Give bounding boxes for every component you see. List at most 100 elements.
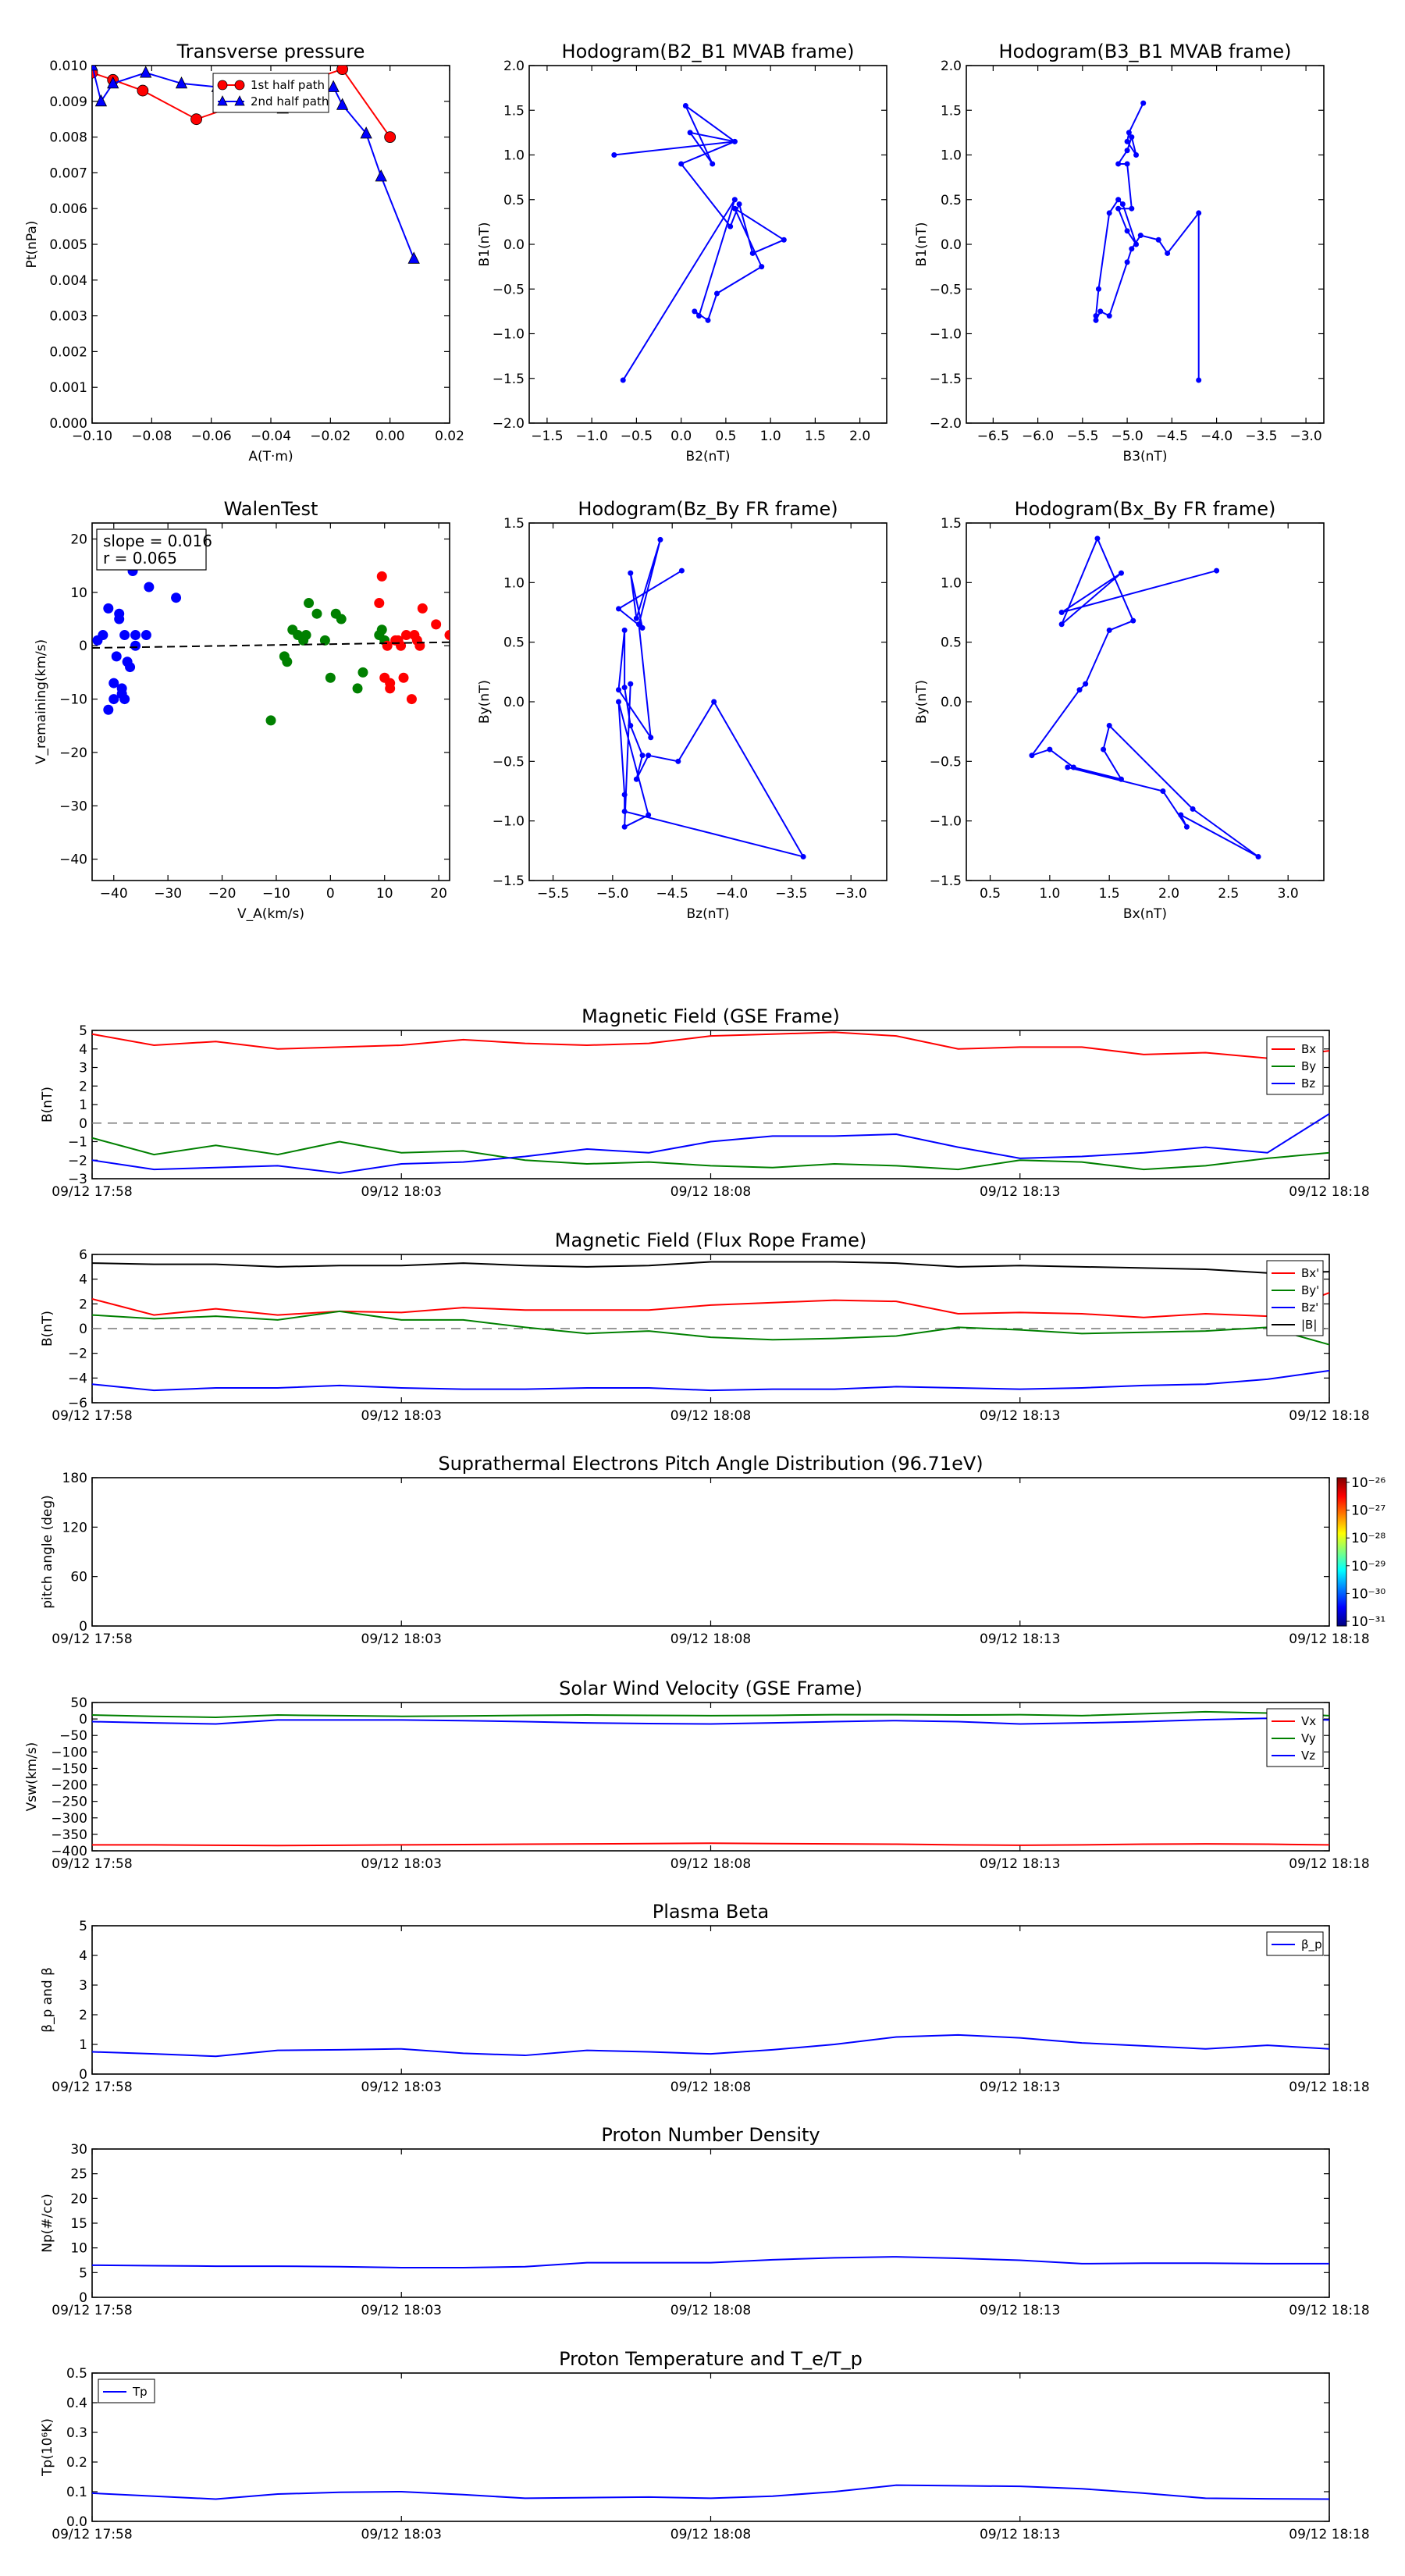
chart-title: WalenTest: [224, 498, 318, 520]
y-tick-label: −2: [68, 1153, 87, 1169]
legend-label: Vy: [1301, 1731, 1316, 1745]
scatter-point: [376, 624, 387, 635]
y-tick-label: 2: [79, 2008, 87, 2023]
y-tick-label: 10: [70, 585, 87, 601]
series-line-Bz: [91, 1113, 1330, 1174]
y-tick-label: 0.4: [66, 2396, 87, 2411]
x-axis-label: B2(nT): [686, 449, 731, 464]
scatter-point: [119, 630, 130, 641]
y-tick-label: 0.003: [49, 309, 87, 325]
scatter-point: [108, 694, 119, 705]
data-point: [639, 624, 646, 631]
data-point: [1124, 259, 1130, 265]
y-tick-label: 0.2: [66, 2455, 87, 2471]
legend: 1st half path 2nd half path: [212, 73, 329, 113]
x-tick-label: 09/12 17:58: [52, 1408, 132, 1424]
data-point: [621, 627, 628, 633]
legend-label: |B|: [1301, 1318, 1317, 1332]
y-axis-label: V_remaining(km/s): [34, 639, 49, 764]
y-tick-label: −3: [68, 1172, 87, 1187]
chart-h4: Hodogram(Bx_By FR frame) −1.5 −1.0 −0.5 0.0 0…: [914, 498, 1325, 922]
y-tick-label: 5: [79, 1023, 87, 1039]
x-tick-label: −4.5: [656, 886, 688, 902]
data-point: [621, 824, 628, 830]
x-tick-label: 10: [376, 886, 393, 902]
y-tick-label: −6: [68, 1396, 87, 1411]
x-tick-label: −10: [262, 886, 290, 902]
y-tick-label: 1.0: [941, 575, 962, 591]
x-tick-label: 09/12 18:03: [361, 1408, 442, 1424]
x-tick-label: −0.08: [131, 429, 172, 444]
y-tick-label: 6: [79, 1247, 87, 1263]
series-0: [1093, 100, 1202, 383]
series-line-β_p: [91, 2033, 1330, 2058]
x-axis-label: B3(nT): [1123, 449, 1168, 464]
data-point: [692, 308, 698, 315]
y-tick-label: 2.0: [941, 59, 962, 74]
chart-title: Solar Wind Velocity (GSE Frame): [559, 1678, 863, 1699]
y-tick-label: 0.008: [49, 130, 87, 146]
x-tick-label: 09/12 18:03: [361, 2303, 442, 2318]
plot-frame: [91, 1925, 1330, 2075]
y-tick-label: 0.006: [49, 201, 87, 217]
legend-marker: [217, 80, 228, 91]
scatter-point: [130, 640, 141, 651]
x-tick-label: 09/12 17:58: [52, 2527, 132, 2542]
plot-frame: [91, 2372, 1330, 2522]
data-point: [616, 606, 621, 612]
data-point: [713, 290, 720, 297]
data-point: [1106, 210, 1112, 216]
scatter-point: [125, 662, 136, 673]
data-point: [92, 66, 98, 71]
data-point: [1124, 148, 1130, 154]
data-point: [1196, 377, 1202, 383]
legend-label: Tp: [132, 2385, 148, 2399]
data-point: [781, 237, 787, 243]
data-point: [616, 687, 621, 693]
data-point: [1047, 746, 1053, 753]
scatter-points: [92, 566, 450, 726]
legend-box: [212, 73, 329, 113]
chart-title: Plasma Beta: [653, 1901, 769, 1923]
x-tick-label: −4.0: [716, 886, 748, 902]
y-tick-label: −0.5: [930, 754, 962, 770]
y-tick-label: 0.000: [49, 416, 87, 432]
y-tick-label: 0.5: [941, 635, 962, 651]
x-axis-label: Bx(nT): [1123, 906, 1167, 922]
data-point: [731, 138, 738, 144]
x-axis-label: V_A(km/s): [237, 906, 304, 922]
y-tick-label: −1.0: [930, 814, 962, 830]
chart-h1: Hodogram(B2_B1 MVAB frame) −2.0 −1.5 −1.0 −0…: [477, 41, 887, 464]
data-point: [1093, 317, 1099, 323]
y-tick-label: 0: [79, 639, 87, 654]
data-point: [1058, 621, 1065, 628]
y-tick-label: 2: [79, 1079, 87, 1094]
series-0: [611, 103, 787, 383]
scatter-point: [385, 683, 396, 694]
data-point: [710, 161, 716, 167]
data-point: [1255, 853, 1261, 859]
x-tick-label: 09/12 18:13: [980, 1408, 1060, 1424]
y-tick-label: 25: [70, 2167, 87, 2183]
chart-tp_temp: Proton Temperature and T_e/T_p 0.0 0.1 0.2 0…: [40, 2348, 1370, 2542]
x-tick-label: 2.5: [1218, 886, 1239, 902]
x-tick-label: 09/12 18:08: [670, 1184, 751, 1200]
x-tick-label: 2.0: [1158, 886, 1179, 902]
chart-title: Proton Number Density: [601, 2124, 820, 2146]
colorbar-label: 10⁻²⁹: [1351, 1559, 1385, 1574]
data-point: [1118, 776, 1124, 782]
data-point: [140, 66, 152, 78]
x-tick-label: 09/12 18:18: [1289, 2527, 1369, 2542]
data-point: [800, 853, 806, 859]
x-tick-label: −6.5: [977, 429, 1009, 444]
x-tick-label: 0.5: [980, 886, 1001, 902]
x-tick-label: 0: [326, 886, 335, 902]
x-tick-label: 09/12 18:18: [1289, 1184, 1369, 1200]
data-point: [1130, 617, 1136, 624]
series-line-By': [91, 1310, 1330, 1346]
data-point: [336, 66, 348, 75]
data-point: [360, 126, 372, 139]
x-tick-label: 09/12 18:03: [361, 1631, 442, 1647]
legend-label: Vx: [1301, 1714, 1316, 1728]
chart-title: Magnetic Field (Flux Rope Frame): [555, 1229, 866, 1251]
